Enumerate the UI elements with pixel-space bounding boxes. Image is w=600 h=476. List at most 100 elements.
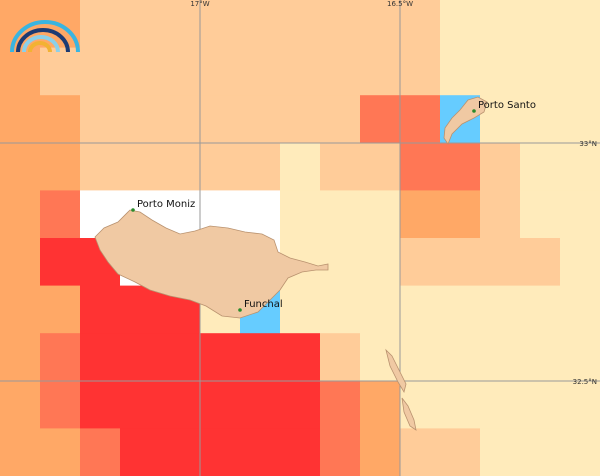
heat-cell xyxy=(120,428,160,476)
heat-cell xyxy=(280,0,320,49)
heat-cell xyxy=(160,47,200,96)
heat-cell xyxy=(320,95,360,144)
heat-cell xyxy=(240,0,280,49)
lat-label: 33°N xyxy=(579,140,597,148)
heat-cell xyxy=(520,238,560,287)
heat-cell xyxy=(440,142,480,191)
heat-cell xyxy=(160,95,200,144)
heat-cell xyxy=(320,285,360,334)
heat-cell xyxy=(520,333,560,382)
heat-cell xyxy=(200,142,240,191)
heat-cell xyxy=(440,380,480,429)
heat-cell xyxy=(400,0,440,49)
heat-cell xyxy=(320,47,360,96)
heat-cell xyxy=(40,380,80,429)
heat-cell xyxy=(40,238,80,287)
heat-cell xyxy=(440,190,480,239)
heat-cell xyxy=(560,285,600,334)
heat-cell xyxy=(280,428,320,476)
heat-cell xyxy=(160,0,200,49)
logo xyxy=(10,20,80,53)
madeira xyxy=(94,209,329,319)
heat-cell xyxy=(560,95,600,144)
heat-cell xyxy=(80,285,120,334)
heat-cell xyxy=(520,47,560,96)
heat-cell xyxy=(560,47,600,96)
heat-cell xyxy=(480,380,520,429)
heat-cell xyxy=(560,380,600,429)
heat-cell xyxy=(0,142,40,191)
heat-cell xyxy=(160,142,200,191)
place-dot xyxy=(131,208,135,212)
heat-cell xyxy=(400,142,440,191)
heat-cell xyxy=(440,0,480,49)
heat-cell xyxy=(480,142,520,191)
heat-cell xyxy=(400,190,440,239)
heat-cell xyxy=(320,238,360,287)
heat-cell xyxy=(160,333,200,382)
place-dot xyxy=(238,308,242,312)
heat-cell xyxy=(400,428,440,476)
heat-cell xyxy=(80,0,120,49)
heat-cell xyxy=(200,380,240,429)
logo-arc xyxy=(22,35,60,53)
heat-cell xyxy=(80,142,120,191)
heat-cell xyxy=(120,95,160,144)
heat-cell xyxy=(240,333,280,382)
lon-label: 17°W xyxy=(190,0,209,8)
place-label: Funchal xyxy=(244,299,283,310)
logo-arc xyxy=(16,28,70,53)
heat-cell xyxy=(240,428,280,476)
heat-cell xyxy=(0,238,40,287)
heat-cell xyxy=(320,0,360,49)
heat-cell xyxy=(280,47,320,96)
heat-cell xyxy=(240,95,280,144)
heat-cell xyxy=(480,47,520,96)
heat-cell xyxy=(280,95,320,144)
heat-cell xyxy=(200,428,240,476)
place-dots xyxy=(131,109,476,312)
heat-cell xyxy=(320,380,360,429)
heat-cell xyxy=(360,428,400,476)
heat-cell xyxy=(520,142,560,191)
heat-cell xyxy=(80,333,120,382)
heat-cell xyxy=(280,142,320,191)
heat-cell xyxy=(40,428,80,476)
heat-cell xyxy=(0,333,40,382)
heat-cell xyxy=(320,142,360,191)
heat-cell xyxy=(400,47,440,96)
desertas xyxy=(385,348,417,431)
heat-cell xyxy=(480,333,520,382)
land xyxy=(94,96,488,431)
heat-cell xyxy=(560,142,600,191)
heat-cell xyxy=(280,190,320,239)
heat-cell xyxy=(480,0,520,49)
heat-cell xyxy=(520,380,560,429)
heat-cell xyxy=(120,285,160,334)
heat-cell xyxy=(40,190,80,239)
heat-cell xyxy=(240,190,280,239)
heat-cell xyxy=(240,142,280,191)
heat-cell xyxy=(480,238,520,287)
heat-cell xyxy=(280,380,320,429)
heat-cell xyxy=(360,285,400,334)
heat-cell xyxy=(520,95,560,144)
heat-cell xyxy=(320,190,360,239)
heat-cell xyxy=(400,238,440,287)
heat-cell xyxy=(0,380,40,429)
place-label: Porto Moniz xyxy=(137,199,195,210)
heat-cell xyxy=(560,333,600,382)
heat-cell xyxy=(40,95,80,144)
heat-cell xyxy=(80,380,120,429)
heat-cell xyxy=(320,333,360,382)
heat-cell xyxy=(40,47,80,96)
heat-cell xyxy=(480,428,520,476)
heat-cell xyxy=(240,380,280,429)
heat-cell xyxy=(200,47,240,96)
heat-cell xyxy=(160,380,200,429)
heat-cell xyxy=(520,190,560,239)
heat-cell xyxy=(360,0,400,49)
heat-cell xyxy=(560,190,600,239)
heat-cell xyxy=(360,142,400,191)
